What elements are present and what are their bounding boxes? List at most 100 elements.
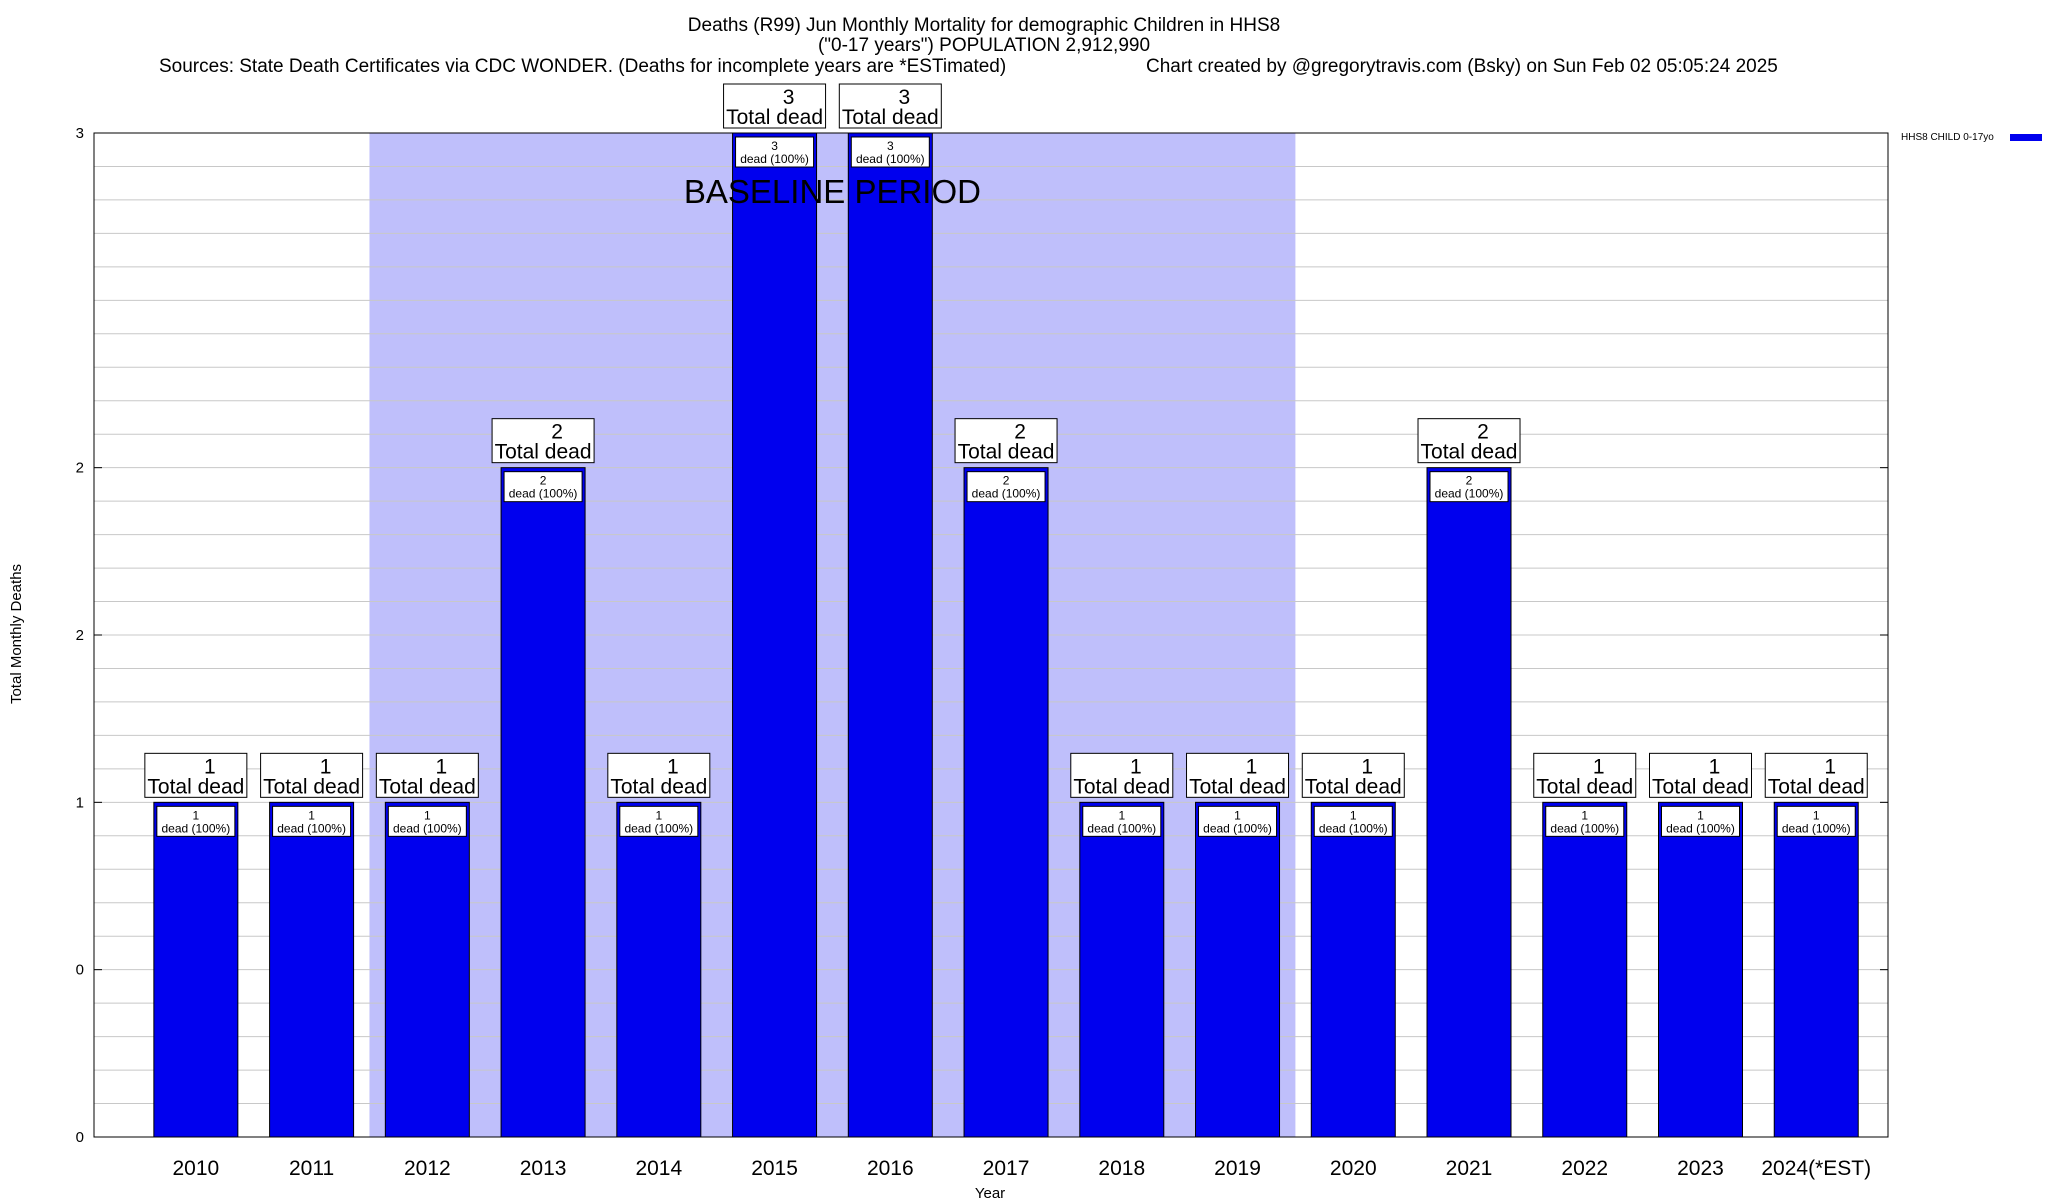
bar xyxy=(269,801,355,1138)
y-tick-label: 2 xyxy=(76,627,84,644)
bar-inner-percent: dead (100%) xyxy=(393,821,462,835)
x-tick-label: 2015 xyxy=(751,1157,798,1180)
bar xyxy=(1310,801,1396,1138)
bar-inner-label-box xyxy=(1313,805,1393,837)
bar-inner-count: 1 xyxy=(424,808,431,822)
chart-credit-note: Chart created by @gregorytravis.com (Bsk… xyxy=(1146,56,1778,77)
bar-total-count: 3 xyxy=(898,86,910,109)
bar-inner-label-box xyxy=(503,471,583,503)
x-tick-label: 2023 xyxy=(1677,1157,1724,1180)
bar-inner-percent: dead (100%) xyxy=(740,152,809,166)
y-tick-label: 0 xyxy=(76,962,84,979)
bar xyxy=(963,467,1049,1138)
bar xyxy=(847,132,933,1138)
bar-inner-percent: dead (100%) xyxy=(972,487,1041,501)
bar-inner-label-box xyxy=(1776,805,1856,837)
bar-inner-label-box xyxy=(1545,805,1625,837)
bar-total-label-box xyxy=(1417,418,1521,464)
bar-inner-label-box xyxy=(735,136,815,168)
bar-total-count: 3 xyxy=(783,86,795,109)
bar-total-count: 1 xyxy=(204,755,216,778)
bar-inner-count: 2 xyxy=(1466,474,1473,488)
bar-total-count: 2 xyxy=(551,421,563,444)
chart-subtitle: ("0-17 years") POPULATION 2,912,990 xyxy=(818,35,1150,56)
bar-inner-percent: dead (100%) xyxy=(1319,821,1388,835)
bar-total-count: 1 xyxy=(320,755,332,778)
legend-swatch xyxy=(2010,134,2042,141)
bar xyxy=(1079,801,1165,1138)
bar-total-text: Total dead xyxy=(958,441,1055,464)
bar-inner-percent: dead (100%) xyxy=(161,821,230,835)
bar-inner-label-box xyxy=(1198,805,1278,837)
bar-total-label-box xyxy=(1764,752,1868,798)
bar-inner-count: 2 xyxy=(1003,474,1010,488)
chart-title: Deaths (R99) Jun Monthly Mortality for d… xyxy=(688,15,1280,36)
bar-inner-count: 3 xyxy=(771,139,778,153)
bar-inner-label-box xyxy=(850,136,930,168)
bar-total-label-box xyxy=(954,418,1058,464)
bar-total-text: Total dead xyxy=(379,775,476,798)
bar-inner-count: 1 xyxy=(1581,808,1588,822)
x-tick-label: 2022 xyxy=(1561,1157,1608,1180)
bar-total-text: Total dead xyxy=(1652,775,1749,798)
bar-total-count: 1 xyxy=(1709,755,1721,778)
bar xyxy=(1773,801,1859,1138)
bar-total-label-box xyxy=(260,752,364,798)
bar-total-text: Total dead xyxy=(1421,441,1518,464)
bar-total-count: 1 xyxy=(1824,755,1836,778)
bar-inner-percent: dead (100%) xyxy=(1435,487,1504,501)
bar-total-text: Total dead xyxy=(842,106,939,129)
bar-total-label-box xyxy=(491,418,595,464)
bar-inner-count: 1 xyxy=(1234,808,1241,822)
bar-total-label-box xyxy=(838,83,942,129)
bar-total-text: Total dead xyxy=(495,441,592,464)
y-tick-label: 1 xyxy=(76,794,84,811)
x-tick-label: 2011 xyxy=(289,1157,334,1180)
bar-inner-label-box xyxy=(966,471,1046,503)
bar-inner-label-box xyxy=(1082,805,1162,837)
bar-inner-label-box xyxy=(156,805,236,837)
x-tick-label: 2014 xyxy=(635,1157,682,1180)
bar-inner-count: 1 xyxy=(1697,808,1704,822)
bar-total-label-box xyxy=(1301,752,1405,798)
x-tick-label: 2018 xyxy=(1098,1157,1145,1180)
x-tick-label: 2013 xyxy=(520,1157,567,1180)
legend: HHS8 CHILD 0-17yo xyxy=(1901,132,2042,143)
x-tick-label: 2020 xyxy=(1330,1157,1377,1180)
bar-total-label-box xyxy=(723,83,827,129)
x-tick-label: 2017 xyxy=(983,1157,1030,1180)
bar-total-count: 2 xyxy=(1014,421,1026,444)
bar-inner-percent: dead (100%) xyxy=(856,152,925,166)
x-axis-ticks: 2010 2011 2012 2013 2014 2015 2016 2017 2018 2019… xyxy=(172,1157,1871,1180)
bar-inner-count: 1 xyxy=(1813,808,1820,822)
bar-inner-count: 2 xyxy=(540,474,547,488)
bar xyxy=(1426,467,1512,1138)
bar-total-text: Total dead xyxy=(1768,775,1865,798)
bar-total-label-box xyxy=(1070,752,1174,798)
bar-total-text: Total dead xyxy=(1305,775,1402,798)
bar-inner-count: 1 xyxy=(193,808,200,822)
bar-inner-label-box xyxy=(619,805,699,837)
y-tick-label: 2 xyxy=(76,460,84,477)
bar-inner-count: 1 xyxy=(1118,808,1125,822)
bar-total-text: Total dead xyxy=(1536,775,1633,798)
legend-label: HHS8 CHILD 0-17yo xyxy=(1901,132,1994,143)
bar-inner-count: 1 xyxy=(1350,808,1357,822)
bar-inner-percent: dead (100%) xyxy=(509,487,578,501)
bar xyxy=(384,801,470,1138)
bar-total-text: Total dead xyxy=(726,106,823,129)
bar-total-text: Total dead xyxy=(147,775,244,798)
bar-inner-percent: dead (100%) xyxy=(277,821,346,835)
baseline-period-label: BASELINE PERIOD xyxy=(684,173,981,210)
bar xyxy=(1195,801,1281,1138)
bar-total-label-box xyxy=(607,752,711,798)
bar-total-count: 1 xyxy=(1246,755,1258,778)
x-axis-label: Year xyxy=(975,1185,1005,1200)
x-tick-label: 2016 xyxy=(867,1157,914,1180)
bar-total-text: Total dead xyxy=(1073,775,1170,798)
bar-total-label-box xyxy=(1533,752,1637,798)
bar-total-count: 1 xyxy=(1593,755,1605,778)
x-tick-label: 2019 xyxy=(1214,1157,1261,1180)
